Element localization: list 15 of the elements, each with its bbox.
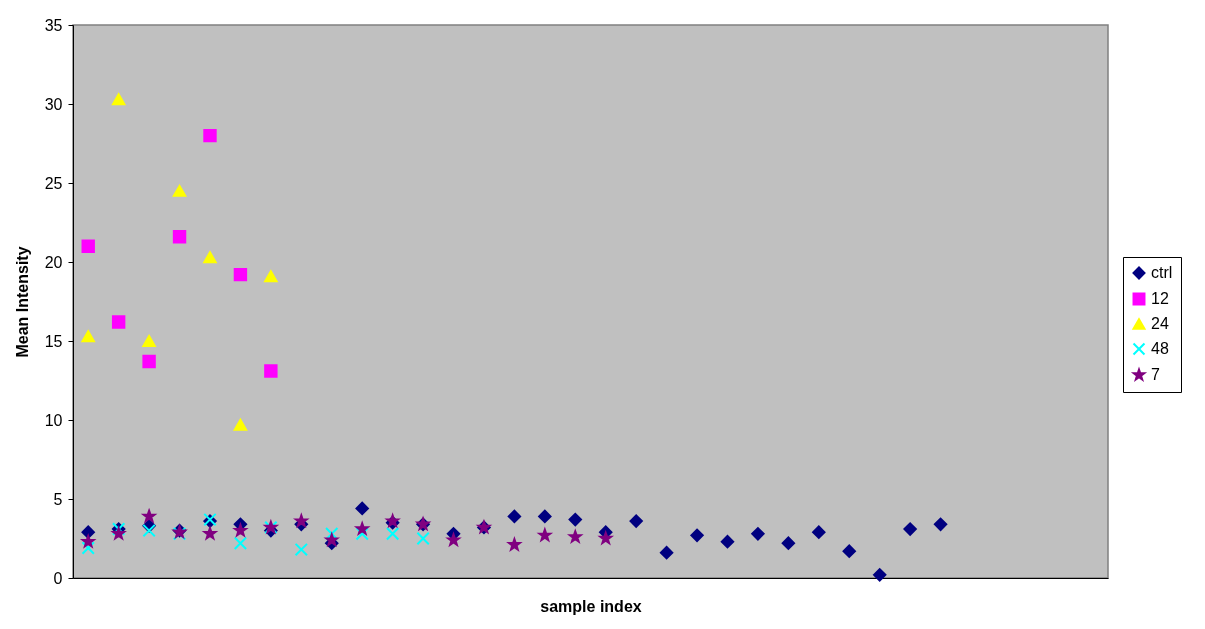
legend-label: 24 <box>1151 315 1169 332</box>
y-tick-label: 35 <box>44 16 63 34</box>
x-axis-title: sample index <box>540 597 642 615</box>
y-tick-label: 10 <box>44 411 63 429</box>
y-tick-label: 25 <box>44 174 63 192</box>
y-axis-title: Mean Intensity <box>13 246 31 358</box>
y-tick-label: 30 <box>44 95 63 113</box>
legend-label: 48 <box>1151 340 1169 357</box>
y-tick-label: 0 <box>53 569 63 587</box>
legend-label: 7 <box>1151 366 1160 383</box>
legend-label: 12 <box>1151 290 1169 307</box>
y-tick-label: 5 <box>53 490 63 508</box>
y-tick-label: 15 <box>44 332 63 350</box>
y-tick-label: 20 <box>44 253 63 271</box>
legend-label: ctrl <box>1151 264 1173 281</box>
